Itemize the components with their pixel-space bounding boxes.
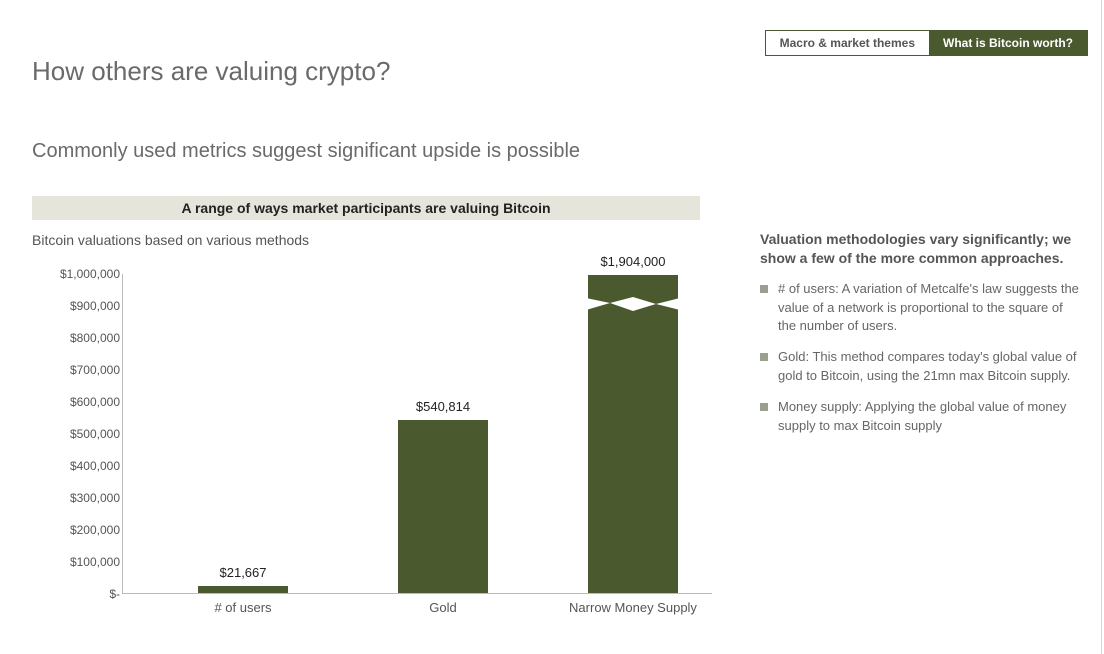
ytick-label: $500,000 (32, 427, 120, 441)
chart-title-band: A range of ways market participants are … (32, 196, 700, 220)
side-heading: Valuation methodologies vary significant… (760, 230, 1080, 268)
side-list-item: Money supply: Applying the global value … (760, 398, 1080, 436)
axis-break-icon (586, 295, 680, 309)
chart-axis-title: Bitcoin valuations based on various meth… (32, 232, 309, 248)
divider-right (1101, 0, 1102, 654)
ytick-label: $600,000 (32, 395, 120, 409)
bar (398, 420, 488, 593)
bar-chart: $- $100,000 $200,000 $300,000 $400,000 $500,0… (32, 256, 732, 616)
tab-bitcoin-worth[interactable]: What is Bitcoin worth? (929, 31, 1087, 55)
ytick-label: $100,000 (32, 555, 120, 569)
bar-value-label: $1,904,000 (553, 254, 713, 269)
side-list: # of users: A variation of Metcalfe's la… (760, 280, 1080, 436)
ytick-label: $700,000 (32, 363, 120, 377)
plot-area: $21,667# of users$540,814Gold$1,904,000N… (122, 274, 712, 594)
tab-bar: Macro & market themes What is Bitcoin wo… (765, 30, 1088, 56)
tab-macro-market[interactable]: Macro & market themes (766, 31, 929, 55)
bar (588, 275, 678, 593)
page-subtitle: Commonly used metrics suggest significan… (32, 140, 580, 163)
bar (198, 586, 288, 593)
x-category-label: Gold (353, 600, 533, 615)
x-category-label: # of users (153, 600, 333, 615)
bar-value-label: $540,814 (363, 399, 523, 414)
side-list-item: # of users: A variation of Metcalfe's la… (760, 280, 1080, 337)
ytick-label: $300,000 (32, 491, 120, 505)
page-title: How others are valuing crypto? (32, 56, 390, 87)
ytick-label: $200,000 (32, 523, 120, 537)
ytick-label: $900,000 (32, 299, 120, 313)
bar-value-label: $21,667 (163, 565, 323, 580)
x-category-label: Narrow Money Supply (543, 600, 723, 615)
ytick-label: $400,000 (32, 459, 120, 473)
ytick-label: $- (32, 587, 120, 601)
ytick-label: $1,000,000 (32, 267, 120, 281)
ytick-label: $800,000 (32, 331, 120, 345)
side-panel: Valuation methodologies vary significant… (760, 230, 1080, 448)
side-list-item: Gold: This method compares today's globa… (760, 348, 1080, 386)
